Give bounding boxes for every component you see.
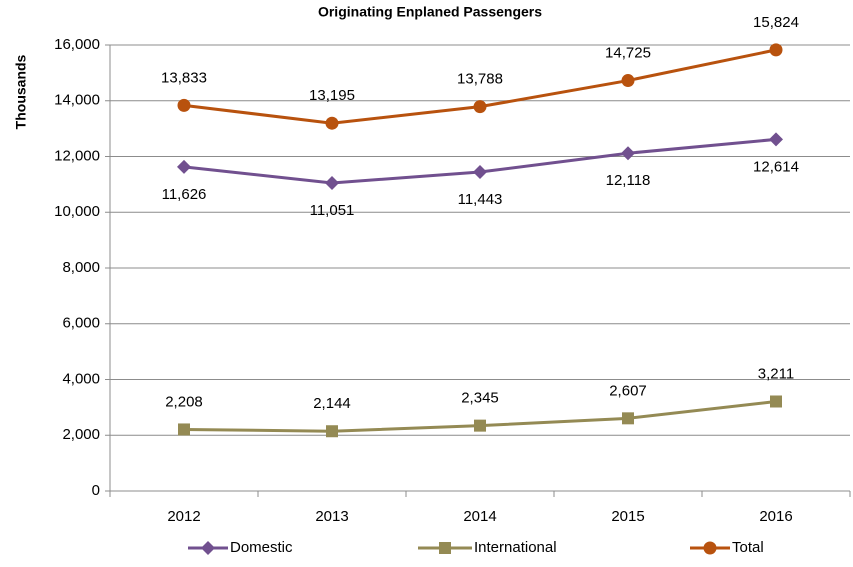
data-label: 2,208: [165, 393, 203, 410]
data-point: [621, 74, 635, 88]
data-point: [178, 423, 190, 436]
legend-marker: [201, 541, 215, 555]
data-label: 12,118: [606, 172, 651, 189]
data-label: 2,345: [461, 390, 499, 407]
data-point: [770, 395, 782, 408]
y-axis-title: Thousands: [13, 54, 29, 129]
data-label: 13,788: [457, 71, 503, 88]
data-point: [473, 165, 487, 180]
data-label: 11,626: [162, 186, 207, 203]
data-point: [769, 132, 783, 147]
data-point: [177, 98, 191, 112]
data-point: [621, 146, 635, 161]
y-tick-label: 16,000: [54, 36, 100, 53]
y-tick-label: 6,000: [62, 315, 100, 332]
legend-marker: [703, 541, 717, 555]
y-tick-label: 10,000: [54, 203, 100, 220]
x-tick-label: 2015: [611, 508, 644, 525]
y-tick-label: 14,000: [54, 92, 100, 109]
y-tick-label: 0: [92, 482, 100, 499]
data-label: 3,211: [758, 365, 794, 382]
x-tick-label: 2014: [463, 508, 496, 525]
y-tick-label: 12,000: [54, 147, 100, 164]
data-point: [622, 412, 634, 425]
data-point: [326, 425, 338, 438]
y-tick-label: 4,000: [62, 370, 100, 387]
x-tick-label: 2016: [759, 508, 792, 525]
data-label: 2,144: [313, 395, 351, 412]
legend-label: Domestic: [230, 539, 293, 556]
data-label: 12,614: [753, 158, 799, 175]
data-point: [177, 159, 191, 174]
data-label: 13,195: [309, 87, 355, 104]
y-tick-label: 8,000: [62, 259, 100, 276]
legend-label: International: [474, 539, 557, 556]
data-point: [474, 419, 486, 432]
data-label: 15,824: [753, 14, 799, 31]
y-tick-label: 2,000: [62, 426, 100, 443]
data-label: 13,833: [161, 69, 207, 86]
x-tick-label: 2013: [315, 508, 348, 525]
legend-marker: [439, 542, 451, 554]
data-label: 11,443: [458, 191, 503, 208]
data-point: [325, 116, 339, 130]
x-tick-label: 2012: [167, 508, 200, 525]
chart-title: Originating Enplaned Passengers: [318, 4, 542, 20]
data-point: [769, 43, 783, 57]
data-point: [473, 100, 487, 114]
data-label: 14,725: [605, 45, 651, 62]
data-label: 2,607: [609, 382, 647, 399]
data-label: 11,051: [310, 202, 355, 219]
legend-label: Total: [732, 539, 764, 556]
data-point: [325, 175, 339, 190]
